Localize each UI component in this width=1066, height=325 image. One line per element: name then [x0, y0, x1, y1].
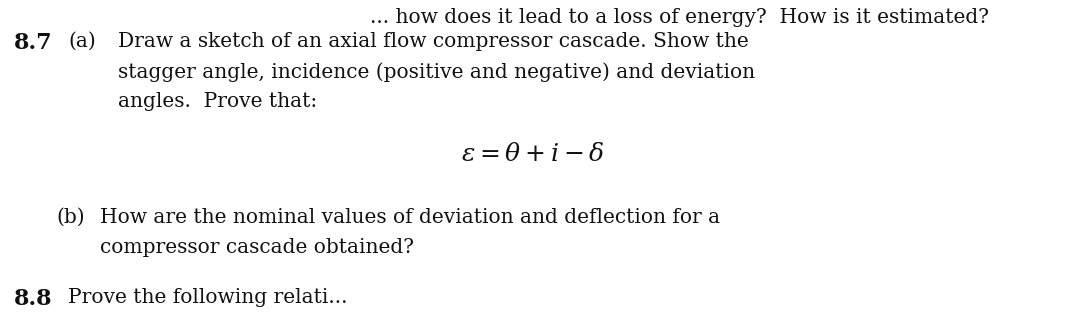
Text: (a): (a) [68, 32, 96, 51]
Text: compressor cascade obtained?: compressor cascade obtained? [100, 238, 414, 257]
Text: Prove the following relati...: Prove the following relati... [68, 288, 348, 307]
Text: How are the nominal values of deviation and deflection for a: How are the nominal values of deviation … [100, 208, 721, 227]
Text: 8.8: 8.8 [14, 288, 52, 310]
Text: ... how does it lead to a loss of energy?  How is it estimated?: ... how does it lead to a loss of energy… [370, 8, 989, 27]
Text: 8.7: 8.7 [14, 32, 52, 54]
Text: angles.  Prove that:: angles. Prove that: [118, 92, 318, 111]
Text: Draw a sketch of an axial flow compressor cascade. Show the: Draw a sketch of an axial flow compresso… [118, 32, 748, 51]
Text: (b): (b) [56, 208, 84, 227]
Text: stagger angle, incidence (positive and negative) and deviation: stagger angle, incidence (positive and n… [118, 62, 755, 82]
Text: $\varepsilon = \theta + i - \delta$: $\varepsilon = \theta + i - \delta$ [462, 143, 604, 166]
